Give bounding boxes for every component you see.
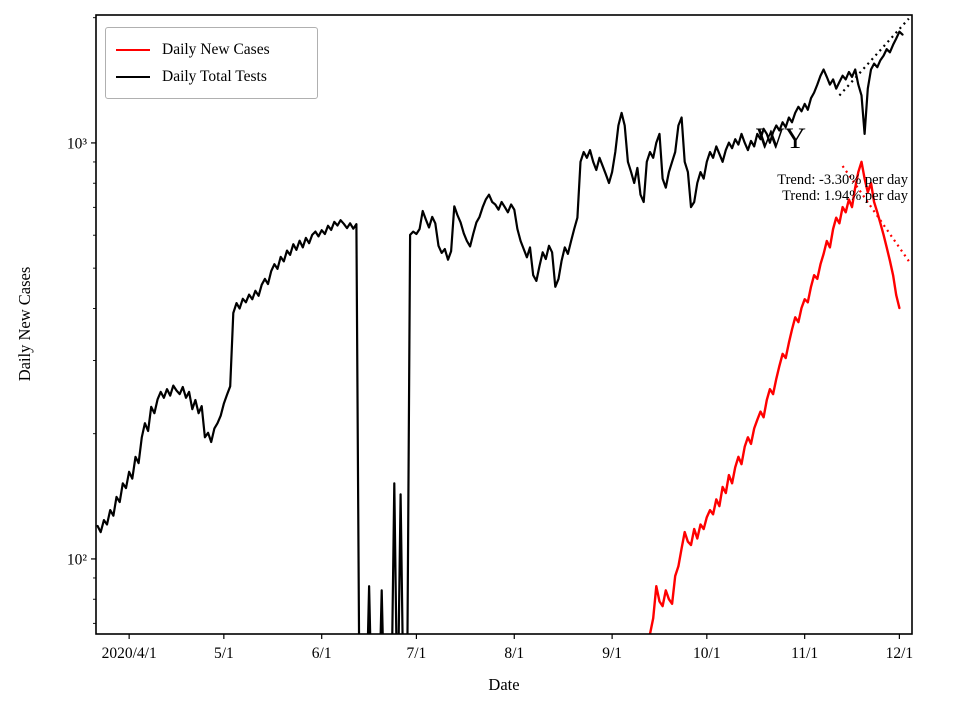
- legend-item-tests: Daily Total Tests: [116, 63, 307, 90]
- x-tick-label: 2020/4/1: [102, 645, 157, 662]
- x-tick-label: 6/1: [312, 645, 332, 662]
- series-daily-new-cases: [648, 160, 901, 634]
- trend-annotation-tests: Trend: 1.94% per day: [782, 188, 908, 204]
- series-daily-total-tests: [96, 30, 904, 634]
- x-tick-label: 7/1: [406, 645, 426, 662]
- x-tick-label: 9/1: [602, 645, 622, 662]
- x-tick-label: 12/1: [886, 645, 914, 662]
- plot-border: [95, 14, 913, 635]
- y-axis-title: Daily New Cases: [15, 267, 34, 382]
- x-tick-label: 10/1: [693, 645, 721, 662]
- legend-item-cases: Daily New Cases: [116, 36, 307, 63]
- tests-line-swatch: [116, 75, 150, 78]
- x-tick-label: 11/1: [791, 645, 818, 662]
- cases-line-swatch: [116, 48, 150, 51]
- trend-annotation-cases: Trend: -3.30% per day: [777, 172, 908, 188]
- trendline-cases-trend: [841, 165, 910, 262]
- legend-label-cases: Daily New Cases: [162, 40, 270, 58]
- x-tick-label: 8/1: [504, 645, 524, 662]
- state-annotation: WY: [756, 122, 806, 155]
- trendline-tests-trend: [838, 17, 910, 97]
- x-tick-label: 5/1: [214, 645, 234, 662]
- legend: Daily New Cases Daily Total Tests: [105, 27, 318, 99]
- y-tick-label: 10³: [67, 135, 88, 152]
- y-tick-label: 10²: [67, 551, 88, 568]
- legend-label-tests: Daily Total Tests: [162, 67, 267, 85]
- x-axis-title: Date: [488, 675, 519, 694]
